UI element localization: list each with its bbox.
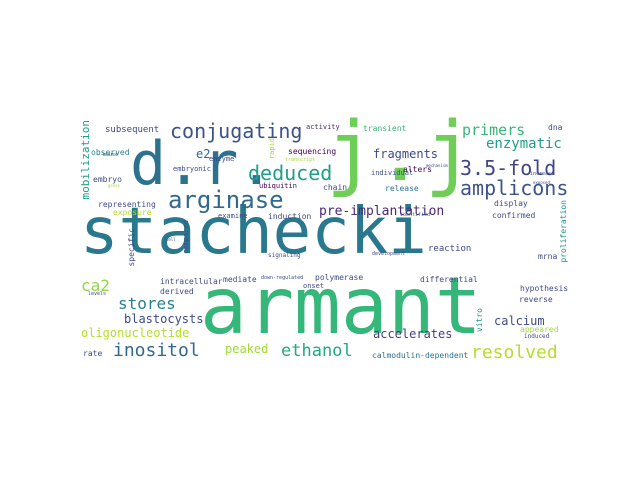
word-reverse: reverse (519, 295, 553, 304)
word-vitro: vitro (475, 308, 484, 333)
word-cell: cell (166, 237, 176, 242)
word-representing: representing (98, 200, 156, 209)
word-primers: primers (462, 121, 526, 139)
word-peaked: peaked (225, 342, 269, 356)
word-exposed: exposed (533, 180, 550, 185)
word-embryonic: embryonic (173, 165, 211, 173)
word-differential: differential (420, 275, 478, 284)
word-dr: d.r. (130, 129, 275, 199)
word-release: release (385, 184, 419, 193)
word-down-regulated: down-regulated (261, 275, 304, 281)
word-transient: transient (363, 124, 407, 133)
word-calmodulin-dependent: calmodulin-dependent (372, 351, 469, 360)
word-observed: observed (91, 148, 130, 157)
word-arginase: arginase (168, 186, 284, 214)
word-derived: derived (160, 287, 194, 296)
word-identified: identified (400, 212, 431, 218)
word-activity: activity (306, 123, 340, 131)
word-accelerates: accelerates (373, 327, 453, 341)
word-onset: onset (303, 282, 325, 290)
word-genes: genes (108, 183, 121, 188)
word-exposure: exposure (113, 208, 152, 217)
word-ethanol: ethanol (281, 341, 353, 361)
word-amplicons: amplicons (460, 176, 569, 200)
word-induced: induced (524, 333, 550, 340)
word-specific: specific (127, 228, 136, 267)
word-pre-implantation: pre-implantation (319, 204, 445, 219)
word-stores: stores (118, 294, 176, 313)
word-enzymatic: enzymatic (486, 136, 562, 152)
word-individual: individual (371, 169, 414, 177)
word-rapid: rapid (268, 138, 276, 160)
word-signaling: signaling (268, 252, 301, 259)
word-confirmed: confirmed (492, 211, 536, 220)
word-calcium: calcium (494, 314, 545, 328)
word-rate: rate (83, 349, 103, 358)
word-polymerase: polymerase (315, 273, 364, 282)
word-ca2: ca2 (81, 276, 110, 295)
word-inositol: inositol (113, 340, 200, 361)
word-mediate: mediate (223, 275, 257, 284)
word-stachecki: stachecki (80, 195, 427, 269)
word-alters: alters (403, 165, 432, 174)
word-blastocysts: blastocysts (124, 312, 204, 326)
word-increase: increase (530, 171, 555, 177)
word-dna: dna (548, 123, 563, 132)
word-proliferation: proliferation (559, 200, 568, 263)
word-transcript: transcript (285, 157, 316, 163)
word-mrna: mrna (538, 252, 558, 261)
word-subsequent: subsequent (105, 125, 160, 135)
word-armant: armant (200, 262, 482, 352)
word-reaction: reaction (428, 244, 472, 254)
word-embryo: embryo (93, 175, 122, 184)
word-intracellular: intracellular (160, 277, 223, 286)
word-levels: levels (88, 291, 107, 297)
word-compared: compared (182, 220, 190, 254)
word-mobilization: mobilization (79, 120, 92, 200)
word-examine: examine (218, 212, 248, 220)
word-sequencing: sequencing (288, 147, 337, 156)
word-mouse: mouse (103, 152, 119, 158)
word-chain: chain (323, 183, 348, 192)
word-e2: e2 (196, 147, 211, 161)
word-enzyme: enzyme (209, 155, 235, 163)
word-oligonucleotide: oligonucleotide (81, 326, 190, 340)
word-display: display (494, 199, 528, 208)
word-fragments: fragments (373, 147, 439, 161)
word-resolved: resolved (471, 342, 558, 363)
word-hypothesis: hypothesis (520, 284, 569, 293)
word-development: development (372, 251, 406, 257)
word-cloud: stachecki armant d.r. j.j arginase conju… (78, 112, 578, 368)
word-jj: j.j (326, 105, 475, 200)
word-mechanism: mechanism (426, 163, 448, 168)
word-induction: induction (268, 212, 312, 221)
word-conjugating: conjugating (170, 119, 303, 143)
word-3-5-fold: 3.5-fold (460, 156, 557, 180)
word-ubiquitin: ubiquitin (259, 182, 297, 190)
word-deduced: deduced (248, 161, 333, 185)
word-appeared: appeared (520, 325, 559, 334)
